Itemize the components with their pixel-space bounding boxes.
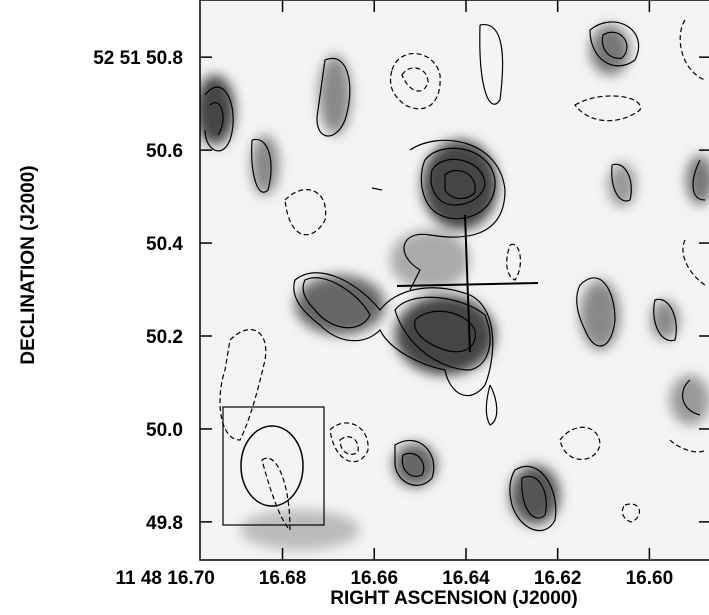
x-tick-label: 16.62 xyxy=(534,568,582,589)
y-tick-label: 50.2 xyxy=(146,327,183,348)
y-tick-label: 49.8 xyxy=(146,513,183,534)
x-tick-label: 16.60 xyxy=(626,568,674,589)
plot-frame xyxy=(199,0,709,561)
x-tick-label: 16.66 xyxy=(350,568,398,589)
x-tick-label: 16.68 xyxy=(259,568,307,589)
y-tick-label: 50.6 xyxy=(146,141,183,162)
y-tick-label: 50.0 xyxy=(146,420,183,441)
y-tick-label: 52 51 50.8 xyxy=(93,48,183,69)
x-axis-label: RIGHT ASCENSION (J2000) xyxy=(330,588,577,609)
x-tick-label: 16.64 xyxy=(442,568,490,589)
y-tick-label: 50.4 xyxy=(146,234,183,255)
x-tick-label: 11 48 16.70 xyxy=(116,568,215,589)
y-axis-label: DECLINATION (J2000) xyxy=(18,165,39,364)
axes: 11 48 16.70 16.68 16.66 16.64 16.62 16.60 52 5… xyxy=(93,0,709,589)
image xyxy=(200,0,709,560)
